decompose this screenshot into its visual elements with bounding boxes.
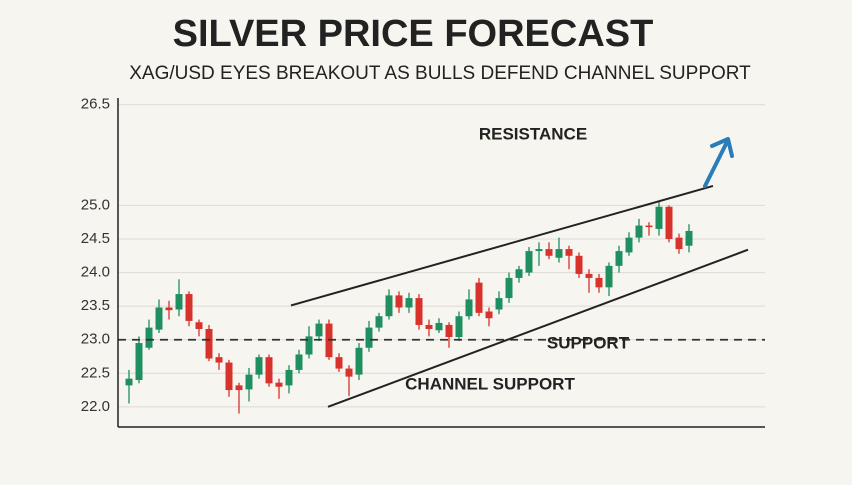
grid: 22.0 22.5 23.0 23.5 24.0 24.5 25.0 26.5	[81, 96, 765, 415]
candle-body	[675, 237, 683, 250]
candle-body	[205, 328, 213, 359]
candle-body	[595, 277, 603, 288]
candle-body	[295, 354, 303, 370]
candle-body	[145, 327, 153, 348]
candle-body	[175, 294, 183, 310]
candle-body	[635, 225, 643, 238]
candle-body	[575, 255, 583, 274]
candle-body	[265, 357, 273, 384]
candle-body	[555, 249, 563, 258]
resistance-label: RESISTANCE	[479, 124, 587, 143]
candle-body	[285, 369, 293, 386]
y-tick-label: 24.5	[81, 230, 110, 247]
candle-body	[485, 311, 493, 319]
candle-body	[445, 324, 453, 338]
candle-body	[515, 269, 523, 278]
candle-body	[375, 316, 383, 328]
candle-body	[315, 323, 323, 337]
candle-body	[305, 336, 313, 355]
y-tick-label: 23.0	[81, 331, 110, 348]
candle-body	[435, 322, 443, 331]
candle-body	[155, 307, 163, 330]
candle-body	[455, 316, 463, 338]
plot	[118, 184, 765, 414]
candle-body	[645, 225, 653, 228]
candle-body	[415, 298, 423, 325]
channel-support-line	[327, 248, 749, 408]
candle-body	[475, 282, 483, 313]
candle-body	[495, 298, 503, 310]
candle-body	[625, 237, 633, 253]
candle-body	[215, 357, 223, 363]
candle-body	[185, 294, 193, 321]
candle-body	[125, 378, 133, 386]
candle-body	[585, 273, 593, 278]
candle-body	[355, 347, 363, 375]
candle-body	[255, 357, 263, 375]
candle-body	[425, 324, 433, 329]
candle-body	[225, 362, 233, 391]
channel-support-label: CHANNEL SUPPORT	[405, 374, 575, 393]
y-tick-label: 22.5	[81, 364, 110, 381]
candle-body	[385, 295, 393, 317]
candle-body	[405, 298, 413, 308]
candle-body	[545, 249, 553, 256]
candle-body	[135, 343, 143, 380]
candle-body	[535, 249, 543, 252]
chart-subtitle: XAG/USD EYES BREAKOUT AS BULLS DEFEND CH…	[129, 63, 751, 84]
candle-body	[665, 206, 673, 239]
y-tick-label: 23.5	[81, 297, 110, 314]
support-label: SUPPORT	[547, 333, 630, 352]
y-tick-label: 24.0	[81, 264, 110, 281]
y-tick-label: 26.5	[81, 96, 110, 113]
y-tick-label: 22.0	[81, 398, 110, 415]
candle-body	[365, 327, 373, 348]
resistance-line	[290, 184, 714, 307]
candle-body	[195, 322, 203, 329]
candle-body	[275, 382, 283, 387]
chart-title: SILVER PRICE FORECAST	[173, 13, 654, 55]
candle-body	[605, 265, 613, 288]
candle-body	[235, 385, 243, 391]
candle-body	[245, 374, 253, 390]
candle-body	[525, 251, 533, 273]
candle-body	[465, 299, 473, 317]
breakout-arrow	[703, 137, 734, 188]
candle-body	[615, 251, 623, 266]
candle-body	[395, 295, 403, 308]
y-tick-label: 25.0	[81, 196, 110, 213]
candle-body	[655, 206, 663, 229]
candle-body	[345, 368, 353, 377]
candle-body	[565, 249, 573, 256]
candle-body	[335, 357, 343, 369]
candle-body	[505, 277, 513, 299]
candle-body	[165, 307, 173, 311]
candle-body	[685, 230, 693, 246]
